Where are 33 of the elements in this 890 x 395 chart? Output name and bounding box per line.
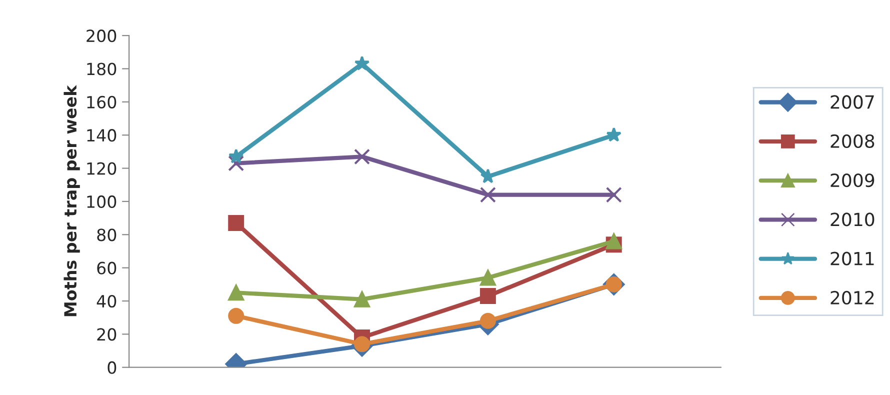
point [228, 284, 244, 301]
point [606, 186, 622, 203]
y-tick-label: 180 [87, 62, 116, 76]
y-tick-label: 0 [108, 361, 116, 374]
point [228, 155, 244, 172]
y-tick-label: 200 [86, 30, 116, 42]
point [228, 148, 244, 164]
point [228, 308, 244, 324]
point [480, 186, 496, 203]
y-tick-label: 140 [87, 129, 116, 142]
point [228, 215, 244, 232]
point [354, 336, 370, 352]
legend-label: 2011 [830, 252, 874, 266]
point [354, 291, 370, 308]
point [606, 127, 622, 142]
point [480, 270, 496, 286]
point [606, 233, 622, 250]
point [480, 288, 496, 304]
y-tick-label: 100 [87, 195, 116, 208]
y-tick-label: 20 [97, 328, 116, 341]
legend-label: 2009 [830, 173, 874, 188]
y-tick-label: 40 [96, 294, 116, 308]
legend-label: 2012 [830, 290, 874, 305]
point [354, 56, 370, 70]
y-tick-label: 120 [87, 162, 116, 175]
legend-label: 2010 [830, 212, 874, 226]
y-tick-label: 60 [97, 262, 116, 274]
point [354, 148, 370, 165]
y-tick-label: 80 [97, 228, 116, 242]
legend-label: 2007 [830, 95, 874, 109]
y-tick-label: 160 [87, 96, 116, 108]
y-axis-title: Moths per trap per week [64, 84, 80, 316]
legend-label: 2008 [830, 134, 874, 148]
